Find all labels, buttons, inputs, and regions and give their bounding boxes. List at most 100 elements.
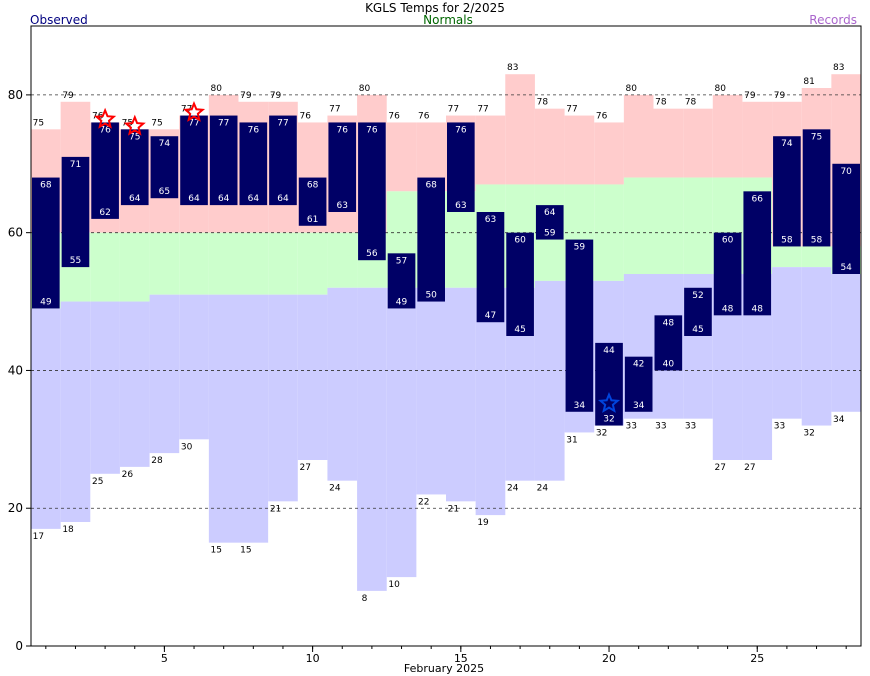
observed-high-label: 66: [752, 194, 764, 204]
record-high-label: 76: [596, 111, 608, 121]
record-low-label: 34: [833, 415, 845, 425]
observed-bar: [832, 163, 860, 274]
record-low-label: 31: [566, 435, 577, 445]
normal-band: [327, 232, 358, 288]
observed-low-label: 48: [752, 304, 764, 314]
observed-bar: [269, 115, 297, 206]
observed-high-label: 74: [159, 139, 171, 149]
observed-low-label: 62: [99, 208, 110, 218]
record-high-label: 77: [329, 105, 340, 115]
observed-high-label: 71: [70, 160, 81, 170]
record-low-label: 27: [744, 463, 755, 473]
observed-low-label: 64: [277, 194, 289, 204]
record-low-label: 32: [596, 429, 607, 439]
observed-low-label: 45: [514, 325, 525, 335]
observed-bar: [32, 177, 60, 309]
record-low-label: 18: [62, 525, 74, 535]
record-low-band: [268, 294, 298, 502]
observed-bar: [447, 122, 475, 212]
record-low-band: [149, 294, 180, 454]
record-high-label: 79: [270, 91, 282, 101]
record-low-band: [90, 301, 120, 474]
record-low-band: [119, 301, 150, 467]
normal-band: [653, 177, 684, 274]
record-low-label: 30: [181, 442, 193, 452]
observed-low-label: 63: [337, 201, 348, 211]
observed-high-label: 74: [781, 139, 793, 149]
record-low-band: [179, 294, 209, 440]
y-tick-label: 0: [15, 639, 23, 653]
record-low-label: 28: [151, 456, 163, 466]
record-low-band: [386, 287, 417, 578]
observed-bar: [713, 232, 742, 316]
record-low-label: 33: [774, 422, 785, 432]
observed-high-label: 64: [544, 208, 556, 218]
record-low-label: 15: [240, 546, 251, 556]
record-high-band: [683, 108, 713, 178]
x-tick-label: 5: [161, 652, 168, 665]
plot-area: 68 49 75 17 71 55 79 18 76 62 76 25 75 64 75 26 74 65 75 28…: [8, 25, 862, 665]
record-low-band: [297, 294, 328, 460]
observed-bar: [565, 239, 594, 412]
observed-low-label: 64: [248, 194, 260, 204]
record-low-label: 24: [329, 484, 341, 494]
observed-high-label: 42: [633, 360, 644, 370]
observed-high-label: 68: [425, 181, 437, 191]
record-high-label: 76: [299, 111, 311, 121]
normal-band: [119, 232, 150, 302]
observed-low-label: 58: [781, 235, 793, 245]
record-low-label: 33: [626, 422, 637, 432]
observed-high-label: 48: [663, 318, 675, 328]
record-low-label: 21: [448, 504, 459, 514]
observed-low-label: 56: [366, 249, 378, 259]
observed-high-label: 60: [514, 236, 526, 246]
normal-band: [208, 232, 239, 295]
chart-title: KGLS Temps for 2/2025: [365, 1, 505, 15]
record-low-label: 25: [92, 477, 103, 487]
record-high-star-icon: [93, 107, 117, 129]
record-low-label: 27: [299, 463, 310, 473]
observed-high-label: 60: [722, 236, 734, 246]
normal-band: [297, 232, 328, 295]
observed-low-label: 34: [633, 401, 645, 411]
observed-high-label: 63: [485, 215, 496, 225]
observed-high-label: 76: [248, 125, 260, 135]
observed-bar: [61, 156, 90, 268]
observed-bar: [476, 212, 505, 323]
record-low-label: 17: [33, 532, 44, 542]
record-high-band: [386, 122, 417, 192]
record-high-band: [712, 94, 743, 178]
observed-bar: [624, 356, 653, 412]
record-low-label: 24: [507, 484, 519, 494]
x-tick-label: 15: [454, 652, 468, 665]
record-low-label: 32: [803, 429, 814, 439]
plot-frame: [30, 25, 862, 647]
record-high-band: [742, 101, 773, 178]
record-high-label: 80: [359, 84, 371, 94]
record-low-band: [831, 274, 861, 412]
record-high-star-icon: [123, 114, 146, 136]
observed-high-label: 75: [811, 132, 822, 142]
record-low-band: [446, 287, 476, 502]
record-low-band: [208, 294, 239, 543]
record-high-label: 77: [477, 105, 488, 115]
observed-bar: [535, 205, 564, 240]
observed-bar: [358, 122, 386, 261]
record-high-label: 77: [566, 105, 577, 115]
y-tick-label: 80: [8, 88, 23, 102]
record-high-label: 78: [537, 98, 549, 108]
record-low-label: 10: [388, 580, 400, 590]
observed-bar: [684, 287, 712, 336]
record-high-band: [475, 115, 506, 185]
x-tick-label: 10: [306, 652, 320, 665]
observed-bar: [417, 177, 445, 302]
record-high-label: 75: [33, 118, 44, 128]
observed-bar: [298, 177, 327, 226]
record-high-label: 77: [448, 105, 459, 115]
observed-low-label: 65: [159, 187, 170, 197]
record-low-band: [357, 287, 387, 591]
record-high-label: 79: [744, 91, 756, 101]
normal-band: [268, 232, 298, 295]
record-high-band: [623, 94, 654, 178]
